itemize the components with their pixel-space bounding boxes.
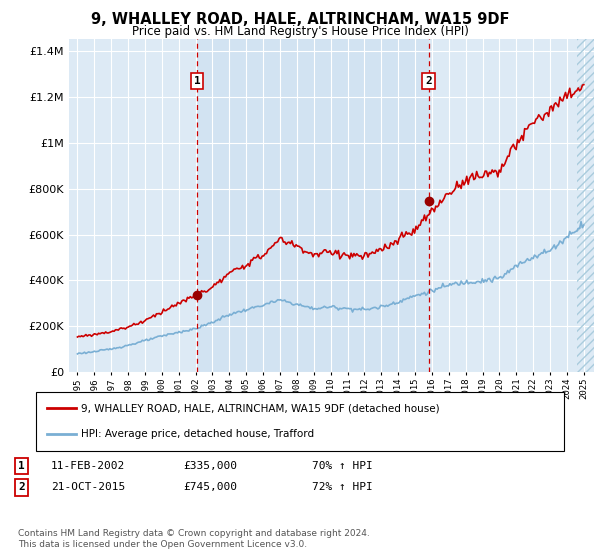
Text: 21-OCT-2015: 21-OCT-2015	[51, 482, 125, 492]
Text: HPI: Average price, detached house, Trafford: HPI: Average price, detached house, Traf…	[81, 430, 314, 440]
Text: 1: 1	[18, 461, 25, 471]
Text: 2: 2	[18, 482, 25, 492]
FancyBboxPatch shape	[36, 392, 564, 451]
Text: 1: 1	[194, 76, 200, 86]
Text: Price paid vs. HM Land Registry's House Price Index (HPI): Price paid vs. HM Land Registry's House …	[131, 25, 469, 38]
Bar	[197, 39, 428, 372]
Text: 11-FEB-2002: 11-FEB-2002	[51, 461, 125, 471]
Text: £745,000: £745,000	[183, 482, 237, 492]
Text: 9, WHALLEY ROAD, HALE, ALTRINCHAM, WA15 9DF (detached house): 9, WHALLEY ROAD, HALE, ALTRINCHAM, WA15 …	[81, 403, 440, 413]
Text: 9, WHALLEY ROAD, HALE, ALTRINCHAM, WA15 9DF: 9, WHALLEY ROAD, HALE, ALTRINCHAM, WA15 …	[91, 12, 509, 27]
Text: £335,000: £335,000	[183, 461, 237, 471]
Text: 2: 2	[425, 76, 432, 86]
Text: Contains HM Land Registry data © Crown copyright and database right 2024.
This d: Contains HM Land Registry data © Crown c…	[18, 529, 370, 549]
Text: 70% ↑ HPI: 70% ↑ HPI	[312, 461, 373, 471]
Text: 72% ↑ HPI: 72% ↑ HPI	[312, 482, 373, 492]
